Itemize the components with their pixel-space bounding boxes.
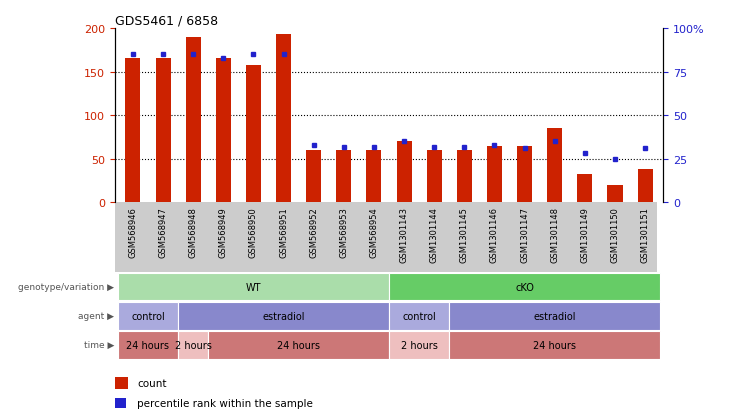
Text: GSM568950: GSM568950 [249,206,258,257]
Bar [637,170,653,203]
Text: GSM568946: GSM568946 [128,206,137,257]
Text: percentile rank within the sample: percentile rank within the sample [137,398,313,408]
Bar [427,151,442,203]
Bar [487,146,502,203]
Text: control: control [131,311,165,321]
Bar [216,59,231,203]
Bar [449,302,660,330]
Bar [608,185,622,203]
Text: control: control [402,311,436,321]
Text: GSM1301145: GSM1301145 [460,206,469,262]
Text: GSM568952: GSM568952 [309,206,318,257]
Text: GSM1301144: GSM1301144 [430,206,439,262]
Text: estradiol: estradiol [534,311,576,321]
Text: 2 hours: 2 hours [175,340,212,350]
Text: GSM568949: GSM568949 [219,206,227,257]
Text: GSM1301143: GSM1301143 [399,206,408,262]
Bar [186,38,201,203]
Text: GSM1301151: GSM1301151 [641,206,650,262]
Text: GSM568951: GSM568951 [279,206,288,257]
Bar [396,142,411,203]
Bar [178,302,389,330]
Bar [336,151,351,203]
Text: GSM568954: GSM568954 [370,206,379,257]
Text: GSM1301149: GSM1301149 [580,206,589,262]
Text: GSM1301147: GSM1301147 [520,206,529,262]
Bar [115,377,128,389]
Bar [577,175,592,203]
Text: GSM1301146: GSM1301146 [490,206,499,262]
Text: GDS5461 / 6858: GDS5461 / 6858 [115,15,218,28]
Text: time ▶: time ▶ [84,340,114,349]
Text: GSM568953: GSM568953 [339,206,348,257]
Bar [389,273,660,301]
Text: WT: WT [246,282,261,292]
Bar [449,331,660,359]
Text: GSM1301148: GSM1301148 [551,206,559,262]
Text: 24 hours: 24 hours [277,340,320,350]
Bar [456,151,472,203]
Bar [246,65,261,203]
Text: GSM1301150: GSM1301150 [611,206,619,262]
Text: agent ▶: agent ▶ [79,311,114,320]
Bar [547,129,562,203]
Text: 24 hours: 24 hours [127,340,170,350]
Text: estradiol: estradiol [262,311,305,321]
Text: 24 hours: 24 hours [534,340,576,350]
Text: cKO: cKO [515,282,534,292]
Bar [118,302,178,330]
Bar [125,59,141,203]
Text: GSM568948: GSM568948 [189,206,198,257]
Text: GSM568947: GSM568947 [159,206,167,257]
Bar [118,273,389,301]
Bar [306,151,322,203]
Bar [389,302,449,330]
Bar [178,331,208,359]
Bar [156,59,170,203]
Bar [208,331,389,359]
Bar [517,146,532,203]
Bar [367,151,382,203]
Text: genotype/variation ▶: genotype/variation ▶ [19,282,114,291]
Bar [276,35,291,203]
Text: count: count [137,378,167,388]
Bar [389,331,449,359]
Bar [115,398,126,408]
Text: 2 hours: 2 hours [401,340,438,350]
Bar [118,331,178,359]
